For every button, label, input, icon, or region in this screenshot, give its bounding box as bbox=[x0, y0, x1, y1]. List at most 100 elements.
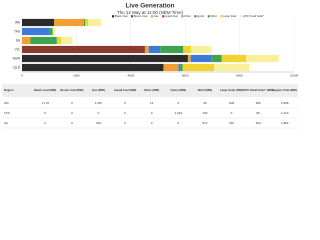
x-tick-label: 6000 bbox=[182, 73, 189, 77]
table-cell: 2,908 bbox=[281, 101, 289, 105]
bar-segment bbox=[85, 18, 89, 27]
bar-segment bbox=[190, 54, 212, 63]
y-tick-label: SA bbox=[16, 38, 21, 42]
table-cell: 1,087 bbox=[95, 101, 103, 105]
table-cell: 0 bbox=[71, 101, 73, 105]
bar-segment bbox=[22, 27, 50, 36]
table-cell: TAS bbox=[4, 111, 10, 115]
legend-label: Wind bbox=[211, 14, 217, 18]
x-tick-label: 10000 bbox=[290, 73, 299, 77]
table-cell: 1,024 bbox=[175, 111, 183, 115]
x-tick-label: 2000 bbox=[73, 73, 80, 77]
table-cell: 310 bbox=[96, 121, 101, 125]
bar-segment bbox=[144, 45, 149, 54]
bar-segment bbox=[22, 63, 164, 72]
table-cell: 420 bbox=[256, 121, 261, 125]
bar-segment bbox=[56, 36, 61, 45]
table-cell: 80 bbox=[256, 111, 260, 115]
table-cell: SA bbox=[4, 121, 8, 125]
bar-segment bbox=[60, 36, 73, 45]
bar-segment bbox=[88, 18, 102, 27]
legend-label: Hydro bbox=[197, 14, 204, 18]
table-cell: 1,210 bbox=[281, 111, 289, 115]
table-header: Wind (MW) bbox=[198, 88, 212, 92]
bar-segment bbox=[49, 27, 53, 36]
table-cell: 0 bbox=[151, 121, 153, 125]
bar-segment bbox=[190, 45, 212, 54]
table-cell: 0 bbox=[44, 121, 46, 125]
table-cell: 0 bbox=[124, 121, 126, 125]
table-header: Gas (MW) bbox=[92, 88, 105, 92]
table-cell: 0 bbox=[231, 111, 233, 115]
legend-swatch bbox=[181, 15, 184, 18]
legend-swatch bbox=[207, 15, 210, 18]
bar-segment bbox=[160, 45, 184, 54]
table-header: Hydro (MW) bbox=[170, 88, 186, 92]
table-cell: 12 bbox=[150, 101, 154, 105]
y-tick-label: VIC bbox=[15, 47, 21, 51]
y-tick-label: WA bbox=[15, 20, 21, 24]
table-cell: 0 bbox=[71, 121, 73, 125]
legend-swatch bbox=[150, 15, 154, 18]
table-header: Region bbox=[4, 88, 14, 92]
table-cell: 0 bbox=[44, 111, 46, 115]
table: Region Black Coal (MW) Brown Coal (MW) Gas … bbox=[2, 84, 298, 129]
legend-label: Other bbox=[184, 14, 191, 18]
legend-label: APVI Small Solar* bbox=[243, 14, 264, 18]
legend-swatch bbox=[240, 15, 243, 18]
x-tick-label: 4000 bbox=[127, 73, 134, 77]
legend-label: Liquid Fuel bbox=[165, 14, 178, 18]
table-header: Black Coal (MW) bbox=[34, 88, 56, 92]
table-cell: 0 bbox=[124, 111, 126, 115]
table-cell: 1,176 bbox=[42, 101, 50, 105]
table-cell: 0 bbox=[177, 121, 179, 125]
legend-swatch bbox=[162, 15, 165, 18]
table-header: Liquid Fuel (MW) bbox=[114, 88, 137, 92]
bar-segment bbox=[190, 54, 191, 63]
table-cell: 150 bbox=[229, 121, 234, 125]
bar-segment bbox=[180, 63, 183, 72]
legend-label: Brown Coal bbox=[134, 14, 148, 18]
y-tick-label: QLD bbox=[13, 65, 20, 69]
bar-segment bbox=[22, 36, 31, 45]
chart-title: Live Generation bbox=[125, 3, 174, 10]
table-cell: 0 bbox=[124, 101, 126, 105]
table-cell: 0 bbox=[71, 111, 73, 115]
table-cell: 0 bbox=[98, 111, 100, 115]
table-cell: 972 bbox=[202, 121, 207, 125]
x-tick-label: 0 bbox=[21, 73, 23, 77]
table-cell: 1,852 bbox=[281, 121, 289, 125]
table-cell: 0 bbox=[177, 101, 179, 105]
table-cell: 480 bbox=[256, 101, 261, 105]
bar-segment bbox=[53, 18, 84, 27]
legend-label: Large Solar bbox=[223, 14, 237, 18]
bar-segment bbox=[30, 36, 57, 45]
table-header: Brown Coal (MW) bbox=[60, 88, 83, 92]
table-cell: 106 bbox=[202, 111, 207, 115]
bar-segment bbox=[182, 63, 215, 72]
y-tick-label: TAS bbox=[14, 29, 20, 33]
y-tick-label: NSW bbox=[13, 56, 20, 60]
x-tick-label: 8000 bbox=[236, 73, 243, 77]
table-cell: 0 bbox=[151, 111, 153, 115]
bar-segment bbox=[183, 45, 191, 54]
table-header: Other (MW) bbox=[144, 88, 159, 92]
bar-segment bbox=[83, 18, 86, 27]
page: Live Generation Thu 12 May at 11:00 (NEM… bbox=[2, 3, 299, 129]
bar-segment bbox=[214, 63, 250, 72]
table-header: APVI Small Solar* (MW) bbox=[242, 88, 273, 92]
plot: Black Coal Brown Coal Gas Liquid Fuel Other H… bbox=[13, 14, 299, 77]
bar-segment bbox=[52, 27, 55, 36]
legend-swatch bbox=[220, 15, 223, 18]
table-header: Region Total (MW) bbox=[273, 88, 297, 92]
table-cell: 45 bbox=[203, 101, 207, 105]
bar-segment bbox=[22, 54, 188, 63]
bar-segment bbox=[177, 63, 179, 72]
bar-segment bbox=[211, 54, 222, 63]
table-header-bg bbox=[2, 84, 298, 97]
bar-segment bbox=[22, 18, 54, 27]
legend-label: Black Coal bbox=[115, 14, 128, 18]
legend-swatch bbox=[112, 15, 115, 18]
bar-segment bbox=[163, 63, 178, 72]
bar-segment bbox=[148, 45, 150, 54]
